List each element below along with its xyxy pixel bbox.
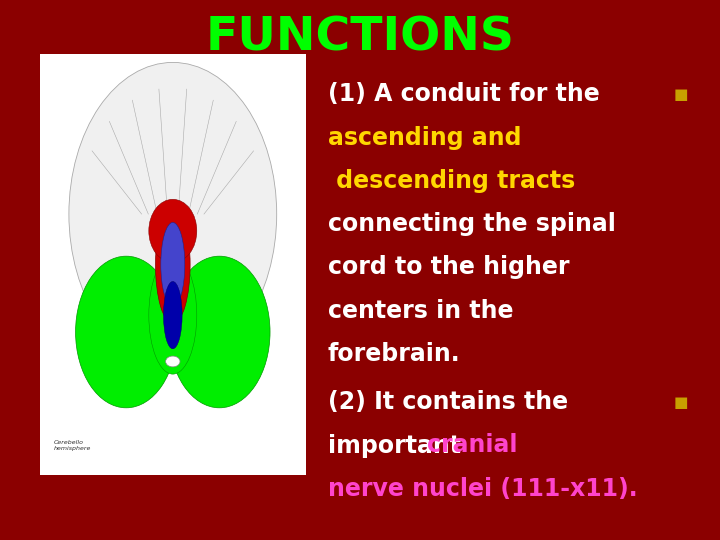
Text: ascending and: ascending and [328,126,521,150]
Text: (1) A conduit for the: (1) A conduit for the [328,83,599,106]
FancyBboxPatch shape [40,54,306,475]
Text: important: important [328,434,469,457]
Text: Cerebello
hemisphere: Cerebello hemisphere [54,440,91,451]
Ellipse shape [69,63,276,366]
Text: ■: ■ [673,395,688,410]
Text: FUNCTIONS: FUNCTIONS [205,15,515,60]
Ellipse shape [163,281,182,349]
Text: (2) It contains the: (2) It contains the [328,390,568,414]
Text: ■: ■ [673,87,688,102]
Text: cranial: cranial [427,434,518,457]
Text: connecting the spinal: connecting the spinal [328,212,616,236]
Circle shape [166,356,180,367]
Ellipse shape [168,256,270,408]
Text: forebrain.: forebrain. [328,342,460,366]
Ellipse shape [149,199,197,262]
Ellipse shape [161,222,185,307]
Ellipse shape [149,256,197,374]
Ellipse shape [76,256,177,408]
Text: descending tracts: descending tracts [328,169,575,193]
Ellipse shape [156,206,190,323]
Text: cord to the higher: cord to the higher [328,255,569,279]
Text: centers in the: centers in the [328,299,513,322]
Text: nerve nuclei (111-x11).: nerve nuclei (111-x11). [328,477,637,501]
